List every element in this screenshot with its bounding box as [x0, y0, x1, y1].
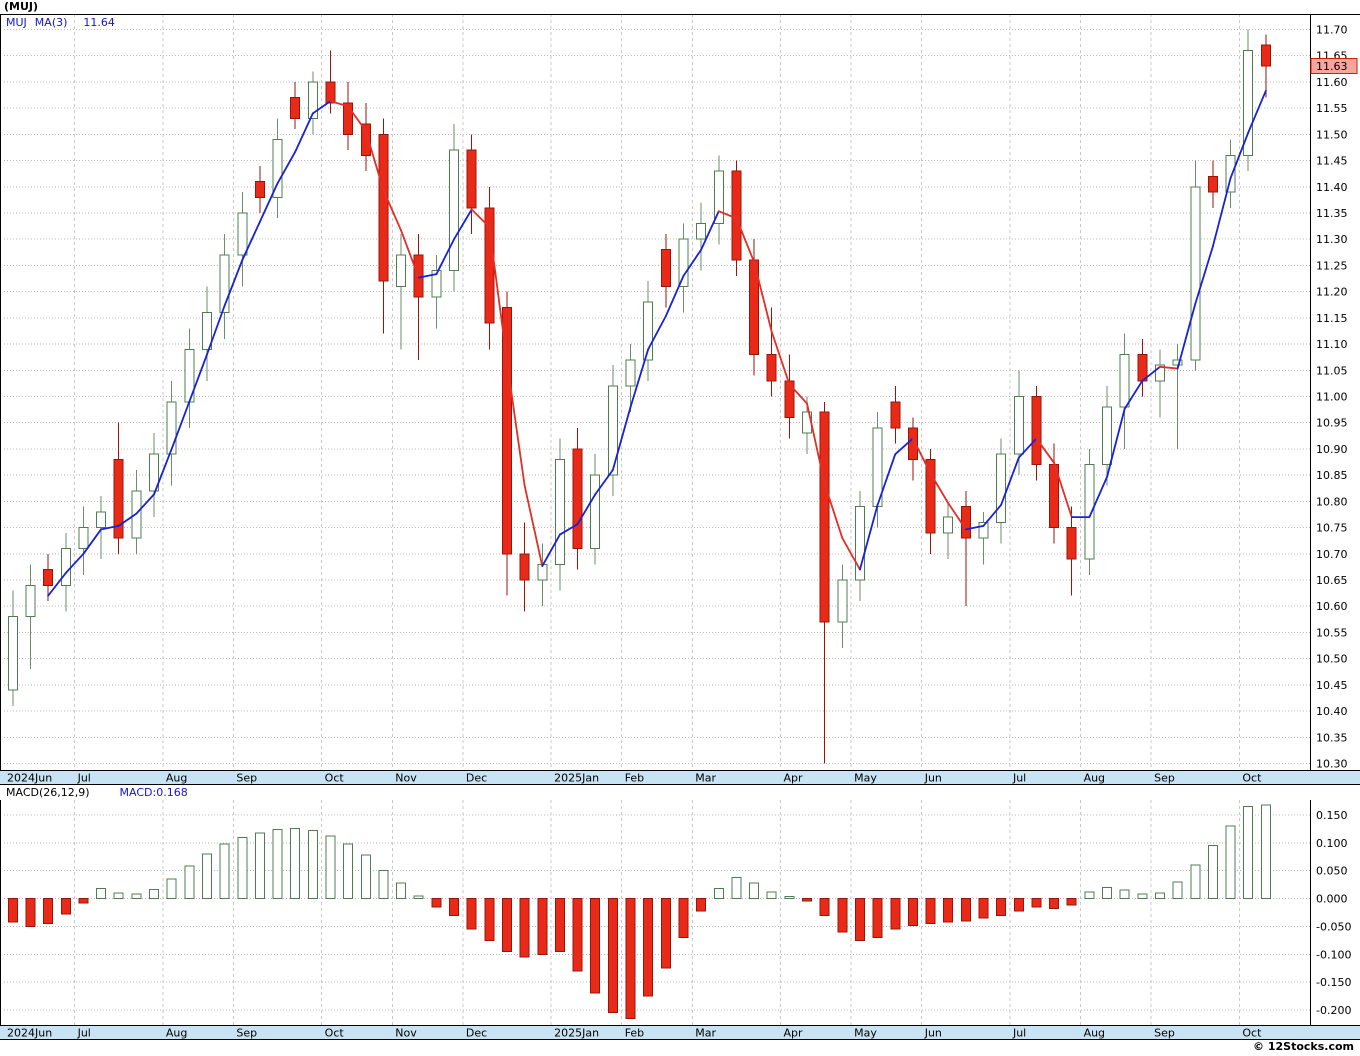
svg-text:Mar: Mar: [695, 1027, 716, 1040]
svg-text:Jun: Jun: [924, 1027, 942, 1040]
svg-text:10.75: 10.75: [1316, 522, 1348, 535]
svg-text:Sep: Sep: [1154, 1027, 1175, 1040]
svg-text:Jul: Jul: [77, 772, 91, 785]
svg-text:0.150: 0.150: [1316, 809, 1348, 822]
svg-text:Feb: Feb: [625, 1027, 644, 1040]
svg-text:11.15: 11.15: [1316, 312, 1348, 325]
svg-text:-0.050: -0.050: [1316, 920, 1351, 933]
svg-text:10.85: 10.85: [1316, 469, 1348, 482]
svg-text:10.95: 10.95: [1316, 417, 1348, 430]
macd-legend: MACD(26,12,9) MACD:0.168: [6, 786, 188, 799]
svg-text:11.00: 11.00: [1316, 391, 1348, 404]
svg-text:0.100: 0.100: [1316, 837, 1348, 850]
macd-chart-canvas: 0.150 0.100 0.050 0.000 -0.050 -0.100 -0.150 -0…: [0, 800, 1360, 1040]
svg-text:11.60: 11.60: [1316, 76, 1348, 89]
svg-text:11.50: 11.50: [1316, 128, 1348, 141]
svg-text:10.55: 10.55: [1316, 626, 1348, 639]
svg-text:10.40: 10.40: [1316, 705, 1348, 718]
svg-text:11.10: 11.10: [1316, 338, 1348, 351]
svg-text:Dec: Dec: [466, 772, 487, 785]
svg-text:10.80: 10.80: [1316, 495, 1348, 508]
svg-text:11.55: 11.55: [1316, 102, 1348, 115]
svg-text:Jul: Jul: [77, 1027, 91, 1040]
svg-text:10.60: 10.60: [1316, 600, 1348, 613]
svg-text:May: May: [854, 1027, 877, 1040]
svg-text:Oct: Oct: [1242, 772, 1262, 785]
svg-text:0.000: 0.000: [1316, 893, 1348, 906]
svg-text:11.70: 11.70: [1316, 24, 1348, 37]
svg-text:11.63: 11.63: [1316, 60, 1348, 73]
svg-text:11.40: 11.40: [1316, 181, 1348, 194]
svg-text:11.25: 11.25: [1316, 259, 1348, 272]
svg-text:10.65: 10.65: [1316, 574, 1348, 587]
svg-text:11.05: 11.05: [1316, 364, 1348, 377]
svg-text:Dec: Dec: [466, 1027, 487, 1040]
page-title: (MUJ): [4, 0, 39, 13]
svg-text:Sep: Sep: [236, 772, 257, 785]
svg-text:0.050: 0.050: [1316, 865, 1348, 878]
macd-indicator-label: MACD(26,12,9): [6, 786, 90, 799]
svg-text:10.70: 10.70: [1316, 548, 1348, 561]
svg-text:Sep: Sep: [1154, 772, 1175, 785]
svg-text:Nov: Nov: [395, 1027, 417, 1040]
svg-text:11.30: 11.30: [1316, 233, 1348, 246]
ma-value: 11.64: [83, 16, 115, 29]
price-chart-legend: MUJ MA(3) 11.64: [6, 16, 115, 29]
svg-text:Apr: Apr: [784, 772, 804, 785]
svg-text:11.35: 11.35: [1316, 207, 1348, 220]
svg-text:2024Jun: 2024Jun: [7, 772, 52, 785]
svg-text:2024Jun: 2024Jun: [7, 1027, 52, 1040]
svg-text:Oct: Oct: [325, 772, 345, 785]
svg-text:2025Jan: 2025Jan: [554, 772, 599, 785]
symbol-label: MUJ: [6, 16, 27, 29]
svg-text:Sep: Sep: [236, 1027, 257, 1040]
svg-text:10.45: 10.45: [1316, 679, 1348, 692]
svg-text:Aug: Aug: [1084, 772, 1105, 785]
svg-text:Jul: Jul: [1012, 1027, 1026, 1040]
svg-text:-0.100: -0.100: [1316, 948, 1351, 961]
svg-text:10.30: 10.30: [1316, 758, 1348, 771]
svg-text:Feb: Feb: [625, 772, 644, 785]
svg-text:10.35: 10.35: [1316, 731, 1348, 744]
svg-text:Jun: Jun: [924, 772, 942, 785]
svg-text:-0.150: -0.150: [1316, 976, 1351, 989]
svg-text:Aug: Aug: [166, 1027, 187, 1040]
svg-text:Aug: Aug: [166, 772, 187, 785]
svg-text:Oct: Oct: [1242, 1027, 1262, 1040]
svg-text:Nov: Nov: [395, 772, 417, 785]
copyright-label: © 12Stocks.com: [1253, 1040, 1354, 1053]
price-chart-canvas: 11.7011.6511.6011.5511.5011.4511.4011.35…: [0, 14, 1360, 785]
svg-text:Apr: Apr: [784, 1027, 804, 1040]
svg-text:May: May: [854, 772, 877, 785]
svg-text:2025Jan: 2025Jan: [554, 1027, 599, 1040]
macd-value: MACD:0.168: [119, 786, 188, 799]
ma-indicator-label: MA(3): [34, 16, 68, 29]
svg-text:11.45: 11.45: [1316, 155, 1348, 168]
svg-text:Jul: Jul: [1012, 772, 1026, 785]
svg-text:Oct: Oct: [325, 1027, 345, 1040]
svg-text:10.90: 10.90: [1316, 443, 1348, 456]
svg-text:11.20: 11.20: [1316, 286, 1348, 299]
svg-text:-0.200: -0.200: [1316, 1004, 1351, 1017]
svg-text:Mar: Mar: [695, 772, 716, 785]
svg-text:10.50: 10.50: [1316, 653, 1348, 666]
svg-text:Aug: Aug: [1084, 1027, 1105, 1040]
